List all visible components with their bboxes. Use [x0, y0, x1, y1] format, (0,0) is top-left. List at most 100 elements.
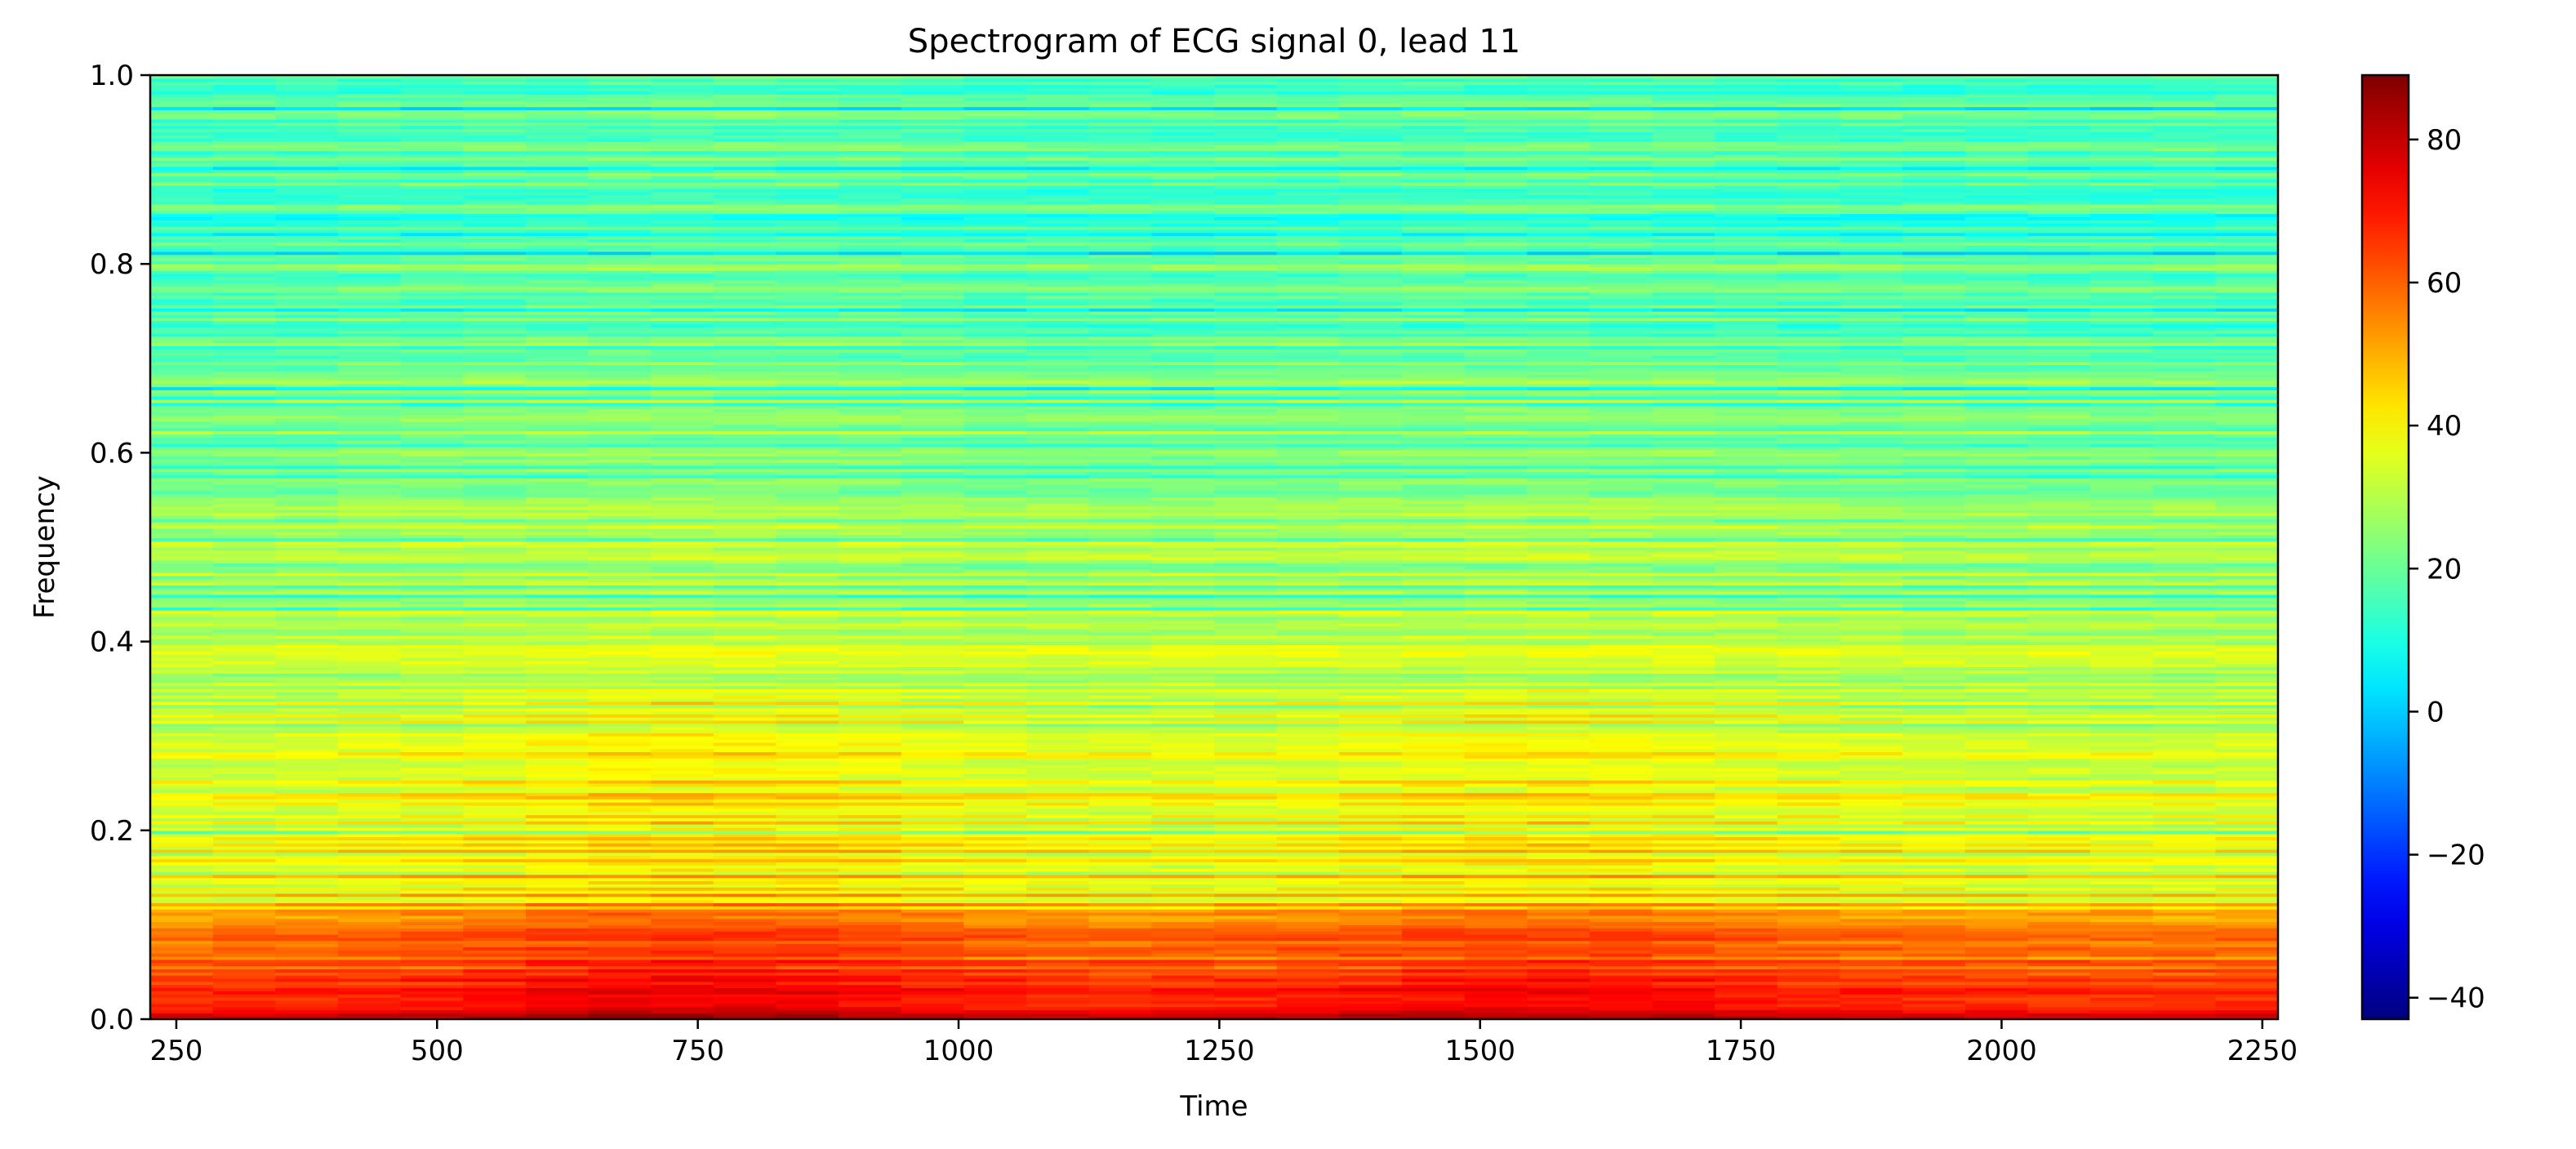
heatmap-cell [776, 670, 839, 674]
heatmap-cell [2152, 824, 2216, 828]
heatmap-cell [463, 946, 527, 951]
heatmap-cell [2152, 748, 2216, 753]
heatmap-cell [1214, 890, 1278, 894]
heatmap-cell [1026, 836, 1090, 840]
heatmap-cell [275, 814, 339, 818]
heatmap-cell [2027, 578, 2091, 582]
heatmap-cell [963, 603, 1027, 608]
heatmap-cell [776, 909, 839, 913]
heatmap-cell [525, 937, 589, 942]
heatmap-cell [337, 707, 402, 711]
heatmap-cell [776, 726, 839, 731]
heatmap-cell [212, 899, 276, 904]
heatmap-cell [901, 896, 965, 901]
heatmap-cell [275, 950, 339, 954]
heatmap-cell [713, 654, 777, 658]
heatmap-cell [776, 736, 839, 740]
heatmap-cell [588, 899, 652, 904]
heatmap-cell [1151, 997, 1215, 1001]
heatmap-cell [525, 638, 589, 643]
heatmap-cell [1527, 692, 1591, 696]
heatmap-cell [525, 629, 589, 633]
heatmap-cell [1652, 651, 1715, 655]
heatmap-cell [275, 890, 339, 894]
heatmap-cell [2152, 817, 2216, 822]
heatmap-cell [212, 987, 276, 991]
heatmap-cell [1527, 612, 1591, 617]
heatmap-cell [525, 726, 589, 731]
heatmap-cell [1777, 663, 1841, 668]
heatmap-cell [2027, 612, 2091, 617]
heatmap-cell [651, 799, 714, 803]
heatmap-cell [588, 607, 652, 611]
heatmap-cell [1401, 610, 1466, 614]
heatmap-cell [839, 594, 902, 599]
heatmap-cell [400, 773, 464, 777]
heatmap-cell [1527, 830, 1591, 835]
heatmap-cell [1589, 600, 1653, 604]
heatmap-cell [1715, 726, 1778, 731]
heatmap-cell [1964, 701, 2029, 706]
heatmap-cell [150, 707, 214, 711]
heatmap-cell [901, 626, 965, 630]
heatmap-cell [1777, 748, 1841, 753]
heatmap-cell [839, 733, 902, 737]
heatmap-cell [337, 723, 402, 728]
heatmap-cell [1777, 619, 1841, 624]
heatmap-cell [212, 616, 276, 621]
heatmap-cell [901, 893, 965, 897]
heatmap-cell [713, 826, 777, 831]
heatmap-cell [2152, 773, 2216, 777]
heatmap-cell [1715, 635, 1778, 639]
heatmap-cell [1964, 585, 2029, 589]
heatmap-cell [588, 911, 652, 916]
heatmap-cell [776, 799, 839, 803]
heatmap-cell [713, 572, 777, 577]
heatmap-cell [1777, 1006, 1841, 1011]
heatmap-cell [150, 666, 214, 670]
heatmap-cell [1964, 1016, 2029, 1019]
heatmap-cell [1589, 622, 1653, 626]
heatmap-cell [212, 852, 276, 857]
heatmap-cell [776, 874, 839, 879]
heatmap-cell [1840, 629, 1903, 633]
heatmap-cell [1151, 585, 1215, 589]
heatmap-cell [1652, 733, 1715, 737]
heatmap-cell [839, 597, 902, 602]
heatmap-cell [1589, 852, 1653, 857]
heatmap-cell [1088, 937, 1152, 942]
heatmap-cell [1339, 600, 1403, 604]
heatmap-cell [1088, 648, 1152, 652]
heatmap-cell [1777, 924, 1841, 929]
heatmap-cell [463, 726, 527, 731]
heatmap-cell [651, 972, 714, 976]
heatmap-cell [2027, 924, 2091, 929]
heatmap-cell [1652, 808, 1715, 813]
heatmap-cell [150, 868, 214, 872]
heatmap-cell [901, 865, 965, 869]
heatmap-cell [212, 594, 276, 599]
heatmap-cell [150, 855, 214, 860]
heatmap-cell [1276, 736, 1340, 740]
heatmap-cell [963, 644, 1027, 648]
heatmap-cell [2027, 846, 2091, 850]
heatmap-cell [525, 710, 589, 715]
heatmap-cell [1276, 559, 1340, 563]
heatmap-cell [400, 563, 464, 567]
heatmap-cell [2027, 597, 2091, 602]
heatmap-cell [1902, 950, 1966, 954]
heatmap-cell [1527, 572, 1591, 577]
heatmap-cell [839, 714, 902, 718]
heatmap-cell [651, 773, 714, 777]
heatmap-cell [1964, 600, 2029, 604]
heatmap-cell [713, 594, 777, 599]
heatmap-cell [651, 581, 714, 586]
heatmap-cell [1276, 824, 1340, 828]
heatmap-cell [588, 717, 652, 721]
heatmap-cell [1840, 635, 1903, 639]
heatmap-cell [463, 981, 527, 986]
heatmap-cell [1026, 915, 1090, 920]
heatmap-cell [2152, 590, 2216, 595]
heatmap-cell [713, 685, 777, 689]
heatmap-cell [2152, 719, 2216, 724]
